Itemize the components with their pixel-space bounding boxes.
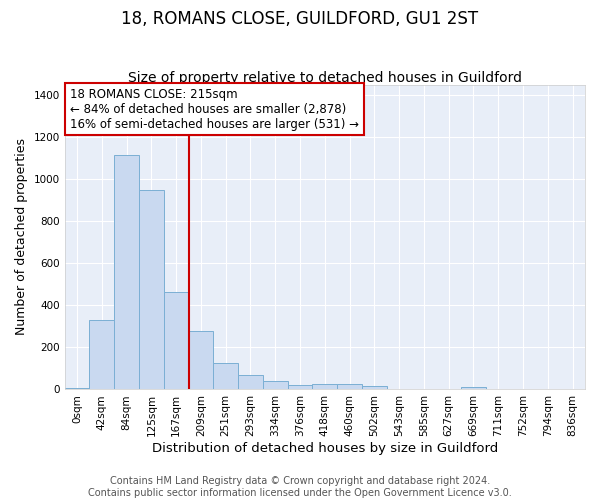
- Bar: [337, 384, 362, 390]
- Bar: [287, 385, 313, 390]
- Bar: [461, 387, 486, 390]
- Bar: [238, 374, 263, 390]
- Bar: [114, 156, 139, 390]
- Bar: [188, 330, 214, 390]
- Text: 18, ROMANS CLOSE, GUILDFORD, GU1 2ST: 18, ROMANS CLOSE, GUILDFORD, GU1 2ST: [121, 10, 479, 28]
- Bar: [362, 386, 387, 390]
- Bar: [214, 362, 238, 390]
- Title: Size of property relative to detached houses in Guildford: Size of property relative to detached ho…: [128, 70, 522, 85]
- Bar: [263, 380, 287, 390]
- Bar: [164, 292, 188, 390]
- Text: 18 ROMANS CLOSE: 215sqm
← 84% of detached houses are smaller (2,878)
16% of semi: 18 ROMANS CLOSE: 215sqm ← 84% of detache…: [70, 88, 359, 130]
- Bar: [65, 388, 89, 390]
- Bar: [89, 320, 114, 390]
- Y-axis label: Number of detached properties: Number of detached properties: [15, 138, 28, 336]
- Bar: [139, 190, 164, 390]
- Text: Contains HM Land Registry data © Crown copyright and database right 2024.
Contai: Contains HM Land Registry data © Crown c…: [88, 476, 512, 498]
- X-axis label: Distribution of detached houses by size in Guildford: Distribution of detached houses by size …: [152, 442, 498, 455]
- Bar: [313, 384, 337, 390]
